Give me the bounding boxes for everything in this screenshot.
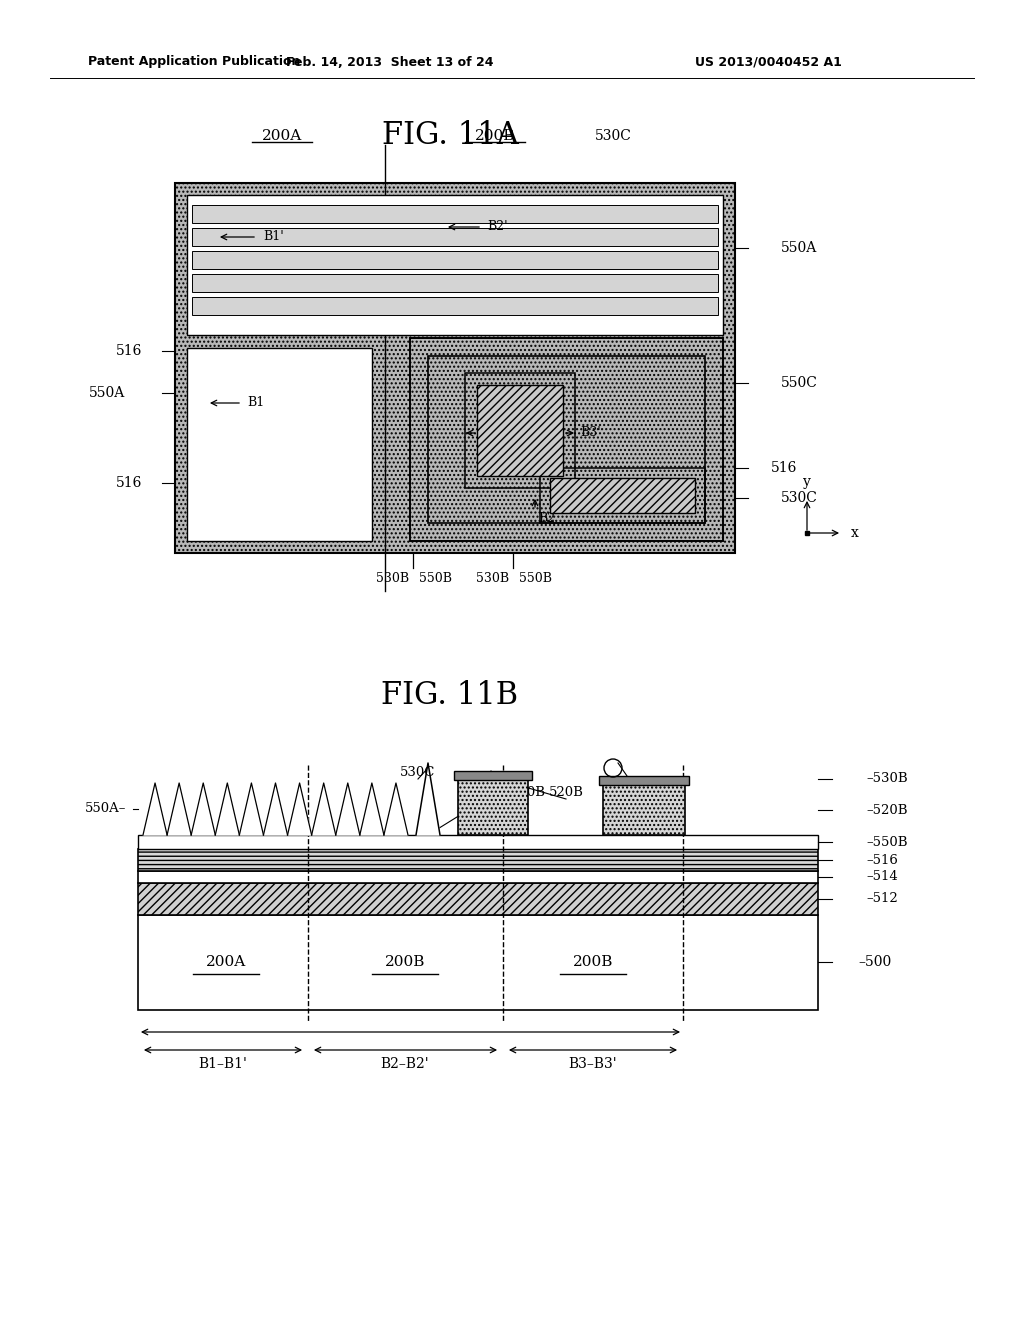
Text: 530C: 530C [595, 129, 632, 143]
Text: 550B: 550B [518, 573, 552, 586]
Text: 516: 516 [116, 345, 142, 358]
Text: 530B: 530B [377, 573, 410, 586]
Text: B1: B1 [247, 396, 264, 409]
Text: y: y [803, 475, 811, 488]
Bar [428, 356, 705, 523]
Text: 550A–: 550A– [85, 803, 126, 816]
Text: 530B: 530B [511, 785, 546, 799]
Text: –550B: –550B [866, 836, 907, 849]
Polygon shape [336, 783, 359, 836]
Bar [540, 469, 705, 523]
Bar [138, 871, 818, 883]
Text: B3: B3 [479, 426, 497, 440]
Text: 200B: 200B [475, 129, 515, 143]
Text: –514: –514 [866, 870, 898, 883]
Bar [477, 385, 563, 477]
Text: 530C: 530C [400, 766, 435, 779]
Text: B2: B2 [538, 511, 555, 524]
Polygon shape [191, 783, 215, 836]
Polygon shape [240, 783, 263, 836]
Polygon shape [416, 763, 440, 836]
Bar [138, 836, 818, 849]
Text: B3–B3': B3–B3' [568, 1057, 617, 1071]
Text: 520B: 520B [549, 785, 584, 799]
Text: 516: 516 [771, 461, 798, 475]
Text: 200A: 200A [262, 129, 302, 143]
Text: 516: 516 [116, 477, 142, 490]
Text: –516: –516 [866, 854, 898, 866]
Text: 550C: 550C [781, 376, 818, 389]
Text: 200A: 200A [206, 954, 246, 969]
Text: FIG. 11B: FIG. 11B [381, 680, 518, 710]
Text: –500: –500 [858, 954, 891, 969]
Bar [458, 780, 528, 836]
Polygon shape [263, 783, 288, 836]
Text: 550A: 550A [781, 242, 817, 255]
Text: 200B: 200B [385, 954, 425, 969]
Bar [550, 478, 695, 513]
Bar [465, 374, 575, 488]
Polygon shape [311, 783, 336, 836]
Bar [193, 275, 718, 292]
Text: 550A: 550A [89, 385, 125, 400]
Bar [193, 251, 718, 269]
Polygon shape [288, 783, 311, 836]
Polygon shape [143, 783, 167, 836]
Polygon shape [215, 783, 240, 836]
Bar [410, 338, 723, 541]
Text: 550B: 550B [419, 573, 452, 586]
Bar [138, 849, 818, 871]
Bar [193, 297, 718, 315]
Text: –512: –512 [866, 892, 898, 906]
Bar [187, 195, 723, 335]
Text: 550C: 550C [468, 785, 504, 799]
Text: –520B: –520B [866, 804, 907, 817]
Bar [603, 785, 685, 836]
Bar [138, 883, 818, 915]
Text: B1': B1' [263, 231, 284, 243]
Text: FIG. 11A: FIG. 11A [382, 120, 518, 150]
Text: B3': B3' [580, 426, 601, 440]
Text: 200B: 200B [572, 954, 613, 969]
Bar [138, 915, 818, 1010]
Text: US 2013/0040452 A1: US 2013/0040452 A1 [695, 55, 842, 69]
Text: B1–B1': B1–B1' [199, 1057, 248, 1071]
Bar [599, 776, 689, 785]
Text: –530B: –530B [866, 772, 907, 785]
Bar [193, 228, 718, 246]
Text: Feb. 14, 2013  Sheet 13 of 24: Feb. 14, 2013 Sheet 13 of 24 [287, 55, 494, 69]
Bar [187, 348, 372, 541]
Polygon shape [167, 783, 191, 836]
Bar [193, 205, 718, 223]
Text: x: x [851, 525, 859, 540]
Text: 530B: 530B [476, 573, 510, 586]
Bar [454, 771, 532, 780]
Polygon shape [359, 783, 384, 836]
Text: B2–B2': B2–B2' [381, 1057, 429, 1071]
Bar [175, 183, 735, 553]
Text: C3: C3 [634, 785, 652, 799]
Text: 530C: 530C [781, 491, 818, 506]
Polygon shape [384, 783, 408, 836]
Text: Patent Application Publication: Patent Application Publication [88, 55, 300, 69]
Text: B2': B2' [487, 220, 508, 234]
